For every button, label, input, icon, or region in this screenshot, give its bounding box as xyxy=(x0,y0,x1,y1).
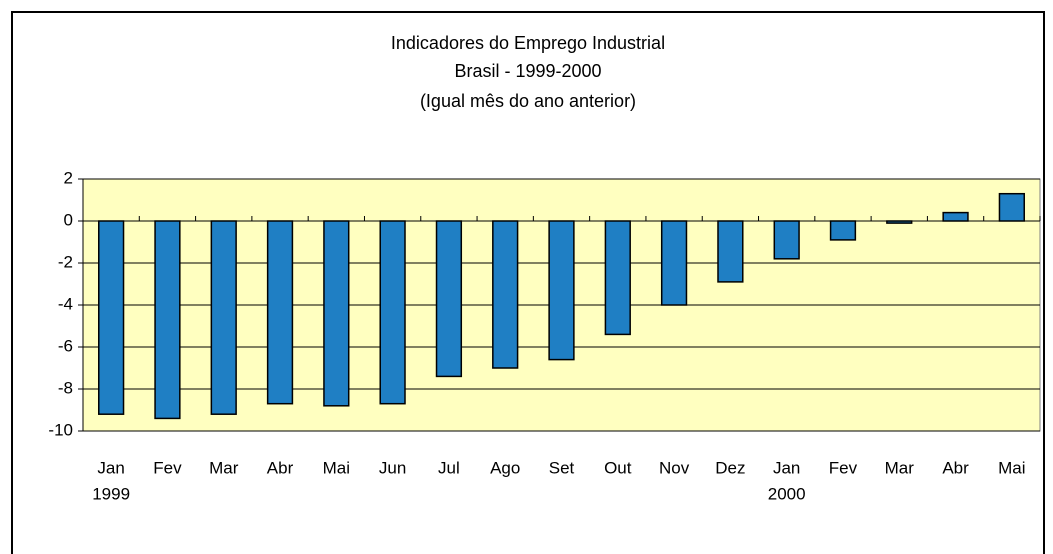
y-tick-label: -2 xyxy=(58,252,73,271)
x-tick-label: Ago xyxy=(490,458,520,477)
bar xyxy=(266,220,294,405)
bar xyxy=(379,220,406,405)
bar xyxy=(998,192,1025,222)
x-tick-label: Nov xyxy=(659,458,690,477)
x-tick-label: Mai xyxy=(323,458,350,477)
chart-subtitle: (Igual mês do ano anterior) xyxy=(420,91,636,111)
x-tick-label: Mai xyxy=(998,458,1025,477)
x-tick-label: Jul xyxy=(438,458,460,477)
x-group-label: 1999 xyxy=(92,484,130,503)
bar xyxy=(660,220,688,306)
x-tick-label: Fev xyxy=(153,458,182,477)
x-tick-label: Abr xyxy=(942,458,969,477)
bar xyxy=(942,211,969,222)
bar xyxy=(98,220,125,415)
bar xyxy=(886,220,913,224)
x-group-label: 2000 xyxy=(768,484,806,503)
bar xyxy=(154,220,181,420)
bar xyxy=(773,220,800,260)
x-tick-label: Set xyxy=(549,458,575,477)
bar xyxy=(492,220,519,369)
y-tick-label: 2 xyxy=(64,168,73,187)
bar xyxy=(829,220,857,241)
x-tick-label: Fev xyxy=(829,458,858,477)
chart-subtitle: Brasil - 1999-2000 xyxy=(454,61,601,81)
bar xyxy=(548,220,575,361)
bar xyxy=(210,220,237,415)
y-tick-label: -8 xyxy=(58,378,73,397)
x-tick-label: Out xyxy=(604,458,632,477)
x-tick-label: Dez xyxy=(715,458,745,477)
chart-title: Indicadores do Emprego Industrial xyxy=(391,33,665,53)
y-tick-label: -4 xyxy=(58,294,73,313)
bar xyxy=(604,220,631,336)
bar xyxy=(435,220,463,378)
bar xyxy=(323,220,350,407)
y-tick-label: -10 xyxy=(48,420,73,439)
x-tick-label: Jan xyxy=(97,458,124,477)
y-tick-label: 0 xyxy=(64,210,73,229)
x-tick-label: Mar xyxy=(885,458,915,477)
x-tick-label: Abr xyxy=(267,458,294,477)
bar xyxy=(717,220,744,283)
x-tick-label: Mar xyxy=(209,458,239,477)
x-tick-label: Jun xyxy=(379,458,406,477)
y-tick-label: -6 xyxy=(58,336,73,355)
x-tick-label: Jan xyxy=(773,458,800,477)
